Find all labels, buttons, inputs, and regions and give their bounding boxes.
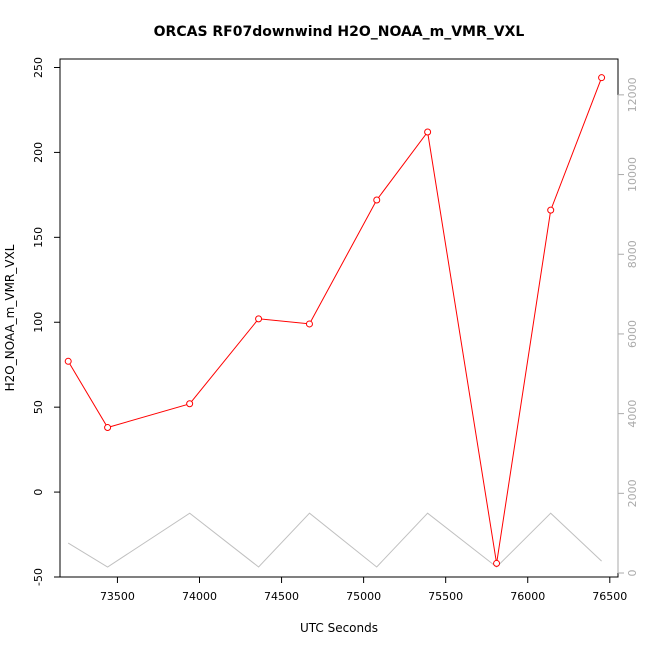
y2-tick-label: 12000 bbox=[626, 77, 639, 112]
y2-tick-label: 4000 bbox=[626, 400, 639, 428]
series-line-primary bbox=[67, 77, 603, 564]
data-point bbox=[493, 559, 501, 567]
y2-tick-label: 8000 bbox=[626, 240, 639, 268]
y-tick-label: 200 bbox=[32, 142, 45, 163]
x-tick-label: 76000 bbox=[510, 590, 545, 603]
data-point bbox=[424, 128, 432, 136]
y-tick-label: 150 bbox=[32, 227, 45, 248]
y2-tick-label: 0 bbox=[626, 570, 639, 577]
y2-tick-label: 2000 bbox=[626, 479, 639, 507]
data-point bbox=[305, 320, 313, 328]
data-point bbox=[373, 196, 381, 204]
data-point bbox=[598, 74, 606, 82]
x-tick-label: 74500 bbox=[264, 590, 299, 603]
series-layer bbox=[64, 74, 606, 568]
data-point bbox=[547, 206, 555, 214]
data-point bbox=[64, 357, 72, 365]
y-axis-right: 0 2000 4000 6000 8000 10000 12000 bbox=[617, 77, 639, 577]
y2-tick-label: 6000 bbox=[626, 320, 639, 348]
data-point bbox=[255, 315, 263, 323]
data-point bbox=[104, 424, 112, 432]
y-tick-label: 50 bbox=[32, 400, 45, 414]
chart-title: ORCAS RF07downwind H2O_NOAA_m_VMR_VXL bbox=[154, 24, 525, 40]
y-axis-left: -50 0 50 100 150 200 250 bbox=[32, 57, 61, 586]
y-tick-label: 250 bbox=[32, 57, 45, 78]
y-tick-label: 100 bbox=[32, 312, 45, 333]
data-point bbox=[186, 400, 194, 408]
y2-tick-label: 10000 bbox=[626, 157, 639, 192]
x-tick-label: 75500 bbox=[428, 590, 463, 603]
x-tick-label: 75000 bbox=[346, 590, 381, 603]
x-tick-label: 74000 bbox=[182, 590, 217, 603]
y-tick-label: 0 bbox=[32, 489, 45, 496]
series-line-secondary bbox=[67, 512, 602, 568]
x-axis: 73500 74000 74500 75000 75500 76000 76500 bbox=[100, 576, 627, 603]
y-tick-label: -50 bbox=[32, 568, 45, 586]
x-tick-label: 76500 bbox=[592, 590, 627, 603]
y-axis-label: H2O_NOAA_m_VMR_VXL bbox=[3, 244, 17, 391]
x-tick-label: 73500 bbox=[100, 590, 135, 603]
x-axis-label: UTC Seconds bbox=[300, 621, 378, 635]
